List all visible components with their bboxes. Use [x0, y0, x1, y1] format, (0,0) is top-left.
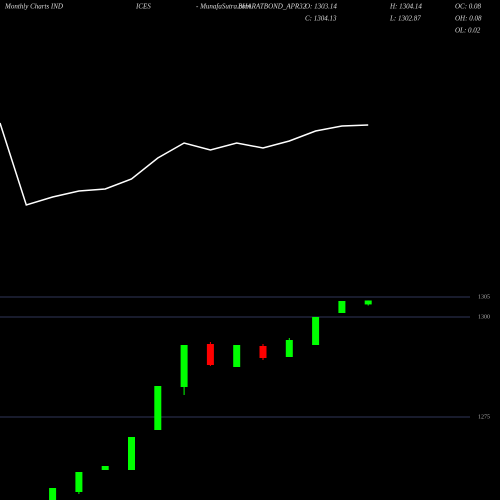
- header-text: Monthly Charts IND: [4, 3, 63, 11]
- candle-body: [180, 345, 188, 387]
- candle-body: [49, 488, 57, 500]
- candle-body: [206, 344, 214, 365]
- info-text: C: 1304.13: [305, 15, 337, 23]
- candle-body: [285, 340, 293, 357]
- info-text: L: 1302.87: [389, 15, 421, 23]
- candle-body: [338, 301, 346, 313]
- candle-body: [259, 346, 267, 358]
- candle-body: [101, 466, 109, 470]
- info-text: H: 1304.14: [389, 3, 422, 11]
- candle-body: [154, 386, 162, 430]
- close-line: [0, 122, 369, 206]
- info-text: OC: 0.08: [455, 3, 482, 11]
- candle-body: [128, 437, 135, 470]
- candle-body: [312, 317, 320, 345]
- candle-body: [364, 300, 372, 305]
- info-text: O: 1303.14: [305, 3, 337, 11]
- header-text: BHARATBOND_APR32: [238, 3, 307, 11]
- info-text: OL: 0.02: [455, 27, 481, 35]
- header-text: ICES: [135, 3, 151, 11]
- y-tick-label: 1305: [478, 294, 490, 300]
- y-tick-label: 1300: [478, 314, 490, 320]
- info-text: OH: 0.08: [455, 15, 482, 23]
- header-text: - MunafaSutra.com: [196, 3, 250, 11]
- candle-body: [75, 472, 83, 492]
- candle-body: [233, 345, 241, 367]
- y-tick-label: 1275: [478, 414, 490, 420]
